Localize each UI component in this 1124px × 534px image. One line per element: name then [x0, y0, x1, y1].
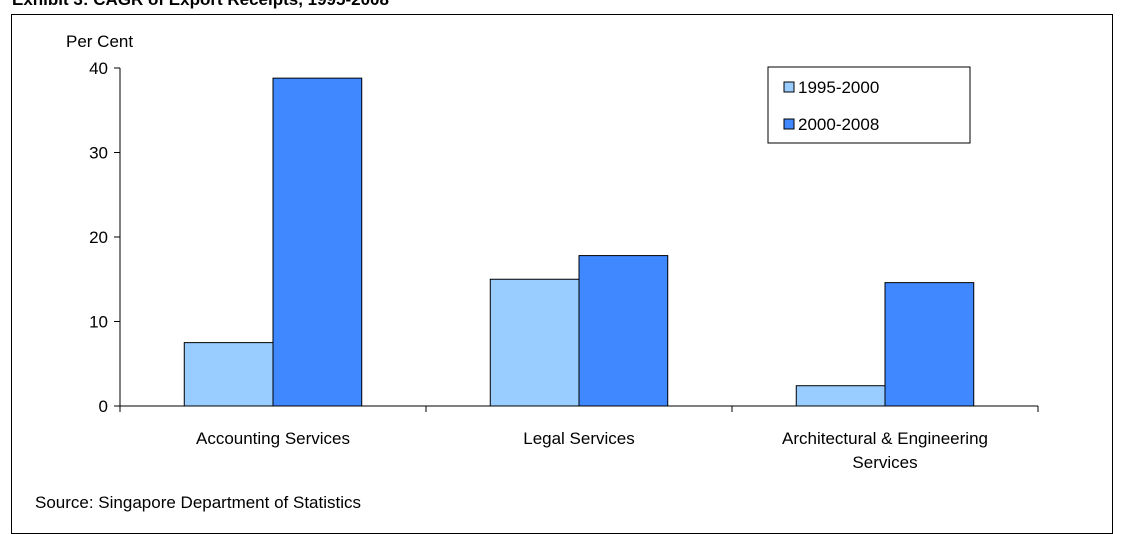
chart-title: Exhibit 3: CAGR of Export Receipts, 1995… [12, 0, 389, 10]
y-tick-label-10: 10 [89, 313, 108, 332]
x-tick-label-3-line-1: Architectural & Engineering [782, 429, 988, 448]
source-note: Source: Singapore Department of Statisti… [35, 493, 361, 512]
bars [183, 77, 975, 407]
bar-chart: 0 10 20 30 40 Accounting Services Legal Servi… [66, 32, 1039, 472]
bar-2-series-1 [489, 278, 580, 407]
y-tick-label-0: 0 [99, 397, 108, 416]
legend-box [767, 66, 971, 144]
x-tick-label-1: Accounting Services [196, 429, 350, 448]
y-tick-label-40: 40 [89, 59, 108, 78]
legend-label-2: 2000-2008 [798, 115, 879, 134]
y-tick-label-20: 20 [89, 228, 108, 247]
y-axis: 0 10 20 30 40 [89, 59, 121, 416]
legend-swatch-2 [783, 118, 795, 130]
bar-1-series-1 [183, 342, 274, 407]
legend-label-1: 1995-2000 [798, 78, 879, 97]
legend: 1995-2000 2000-2008 [767, 66, 971, 144]
bar-3-series-2 [884, 282, 975, 407]
y-tick-label-30: 30 [89, 144, 108, 163]
legend-swatch-1 [783, 81, 795, 93]
x-tick-label-2: Legal Services [523, 429, 635, 448]
bar-3-series-1 [795, 385, 886, 407]
x-tick-labels: Accounting Services Legal Services Archite… [196, 429, 988, 472]
y-axis-label: Per Cent [66, 32, 133, 51]
bar-1-series-2 [272, 77, 363, 407]
x-axis [119, 405, 1039, 412]
bar-2-series-2 [578, 255, 669, 407]
x-tick-label-3-line-2: Services [852, 453, 917, 472]
